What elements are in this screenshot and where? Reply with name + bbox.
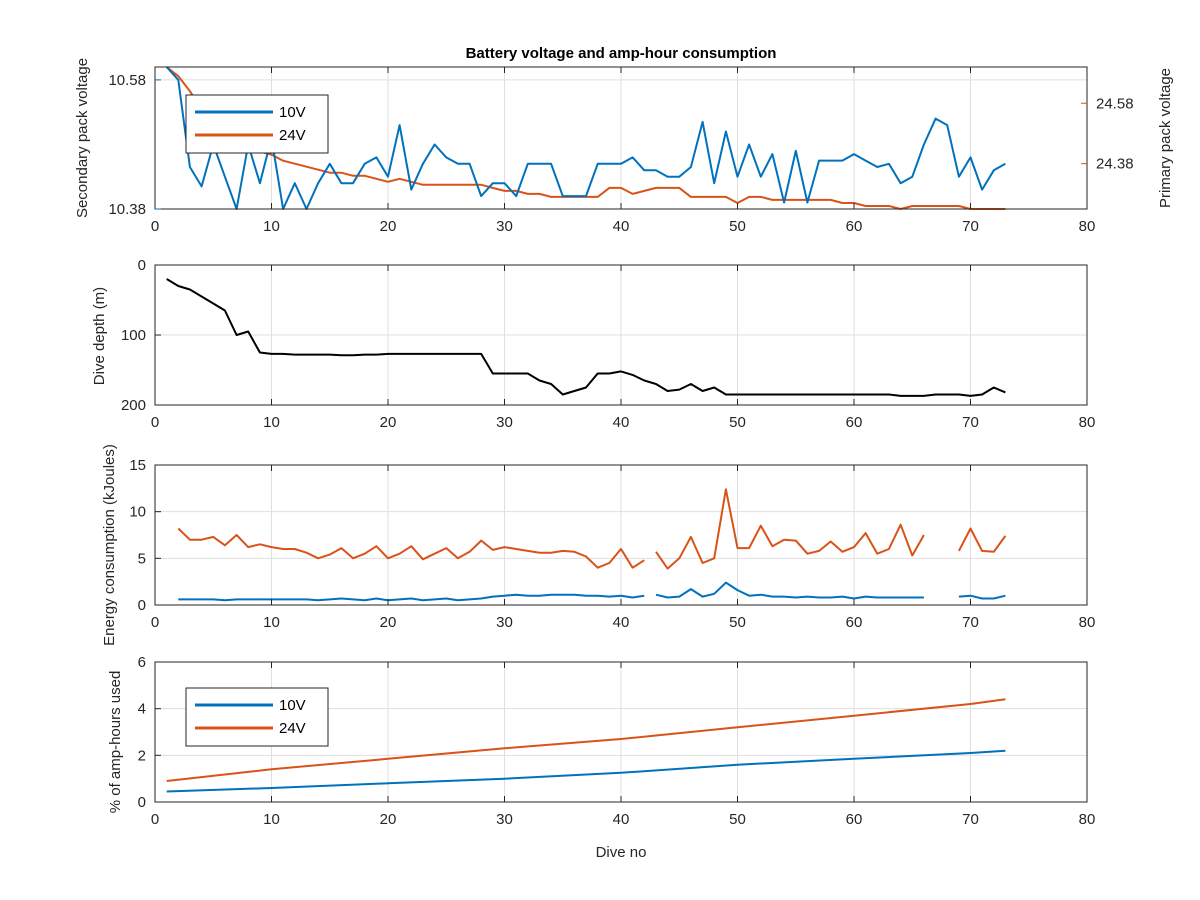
x-tick-label: 30 [496,614,513,631]
x-tick-label: 80 [1079,414,1096,431]
chart-title: Battery voltage and amp-hour consumption [466,45,777,62]
x-tick-label: 20 [380,218,397,235]
y-tick-label: 24.58 [1096,95,1134,112]
x-tick-label: 70 [962,614,979,631]
y-tick-label: 200 [121,397,146,414]
x-tick-label: 60 [846,218,863,235]
x-tick-label: 40 [613,414,630,431]
x-tick-label: 80 [1079,614,1096,631]
x-tick-label: 20 [380,811,397,828]
x-tick-label: 80 [1079,218,1096,235]
x-tick-label: 50 [729,218,746,235]
x-tick-label: 70 [962,811,979,828]
x-tick-label: 0 [151,414,159,431]
y-tick-label: 5 [138,550,146,567]
legend-label-24v: 24V [279,720,306,737]
series-line-10v [166,749,1006,793]
series-line-depth [166,278,1006,397]
series-line-24v [166,698,1006,782]
x-tick-label: 60 [846,811,863,828]
x-tick-label: 0 [151,218,159,235]
x-tick-label: 30 [496,811,513,828]
x-tick-label: 70 [962,414,979,431]
y-tick-label: 0 [138,257,146,274]
panel-energy: 0 10 20 30 40 50 60 70 80 0 5 10 15 Energy consumptio… [101,444,1095,646]
legend-label-24v: 24V [279,127,306,144]
y-tick-label: 6 [138,654,146,671]
x-tick-label: 10 [263,414,280,431]
x-tick-label: 0 [151,811,159,828]
legend-label-10v: 10V [279,104,306,121]
x-tick-label: 20 [380,614,397,631]
y-tick-label: 2 [138,747,146,764]
x-tick-label: 70 [962,218,979,235]
panel-voltage: 0 10 20 30 40 50 60 70 80 10.38 10.58 24.38 24.58 Bat… [74,45,1174,235]
x-tick-label: 10 [263,614,280,631]
x-tick-label: 80 [1079,811,1096,828]
x-tick-label: 40 [613,614,630,631]
panel-amphours: 0 10 20 30 40 50 60 70 80 0 2 4 6 % of amp-hours used… [107,654,1095,861]
y-axis-label: % of amp-hours used [107,671,124,814]
x-tick-label: 60 [846,614,863,631]
x-tick-label: 0 [151,614,159,631]
y-tick-label: 10 [129,504,146,521]
x-tick-label: 50 [729,811,746,828]
legend-box [185,94,329,154]
x-tick-label: 50 [729,414,746,431]
x-tick-label: 40 [613,218,630,235]
x-tick-label: 10 [263,218,280,235]
y-axis-label: Energy consumption (kJoules) [101,444,118,646]
series-line-10v [178,581,1006,602]
y-tick-label: 24.38 [1096,156,1134,173]
panel-depth: 0 10 20 30 40 50 60 70 80 0 100 200 Dive depth (m) [91,257,1095,431]
x-tick-label: 40 [613,811,630,828]
y-tick-label: 100 [121,327,146,344]
y-tick-label: 10.38 [108,201,146,218]
series-line-24v [177,488,1007,570]
y-axis-label: Dive depth (m) [91,287,108,385]
y-axis-label-right: Primary pack voltage [1157,68,1174,208]
y-tick-label: 15 [129,457,146,474]
x-axis-label: Dive no [596,844,647,861]
x-tick-label: 20 [380,414,397,431]
y-tick-label: 10.58 [108,72,146,89]
legend-box [185,687,329,747]
y-tick-label: 0 [138,794,146,811]
y-tick-label: 0 [138,597,146,614]
x-tick-label: 60 [846,414,863,431]
x-tick-label: 10 [263,811,280,828]
y-tick-label: 4 [138,701,146,718]
y-axis-label-left: Secondary pack voltage [74,58,91,218]
legend-label-10v: 10V [279,697,306,714]
x-tick-label: 30 [496,414,513,431]
x-tick-label: 30 [496,218,513,235]
x-tick-label: 50 [729,614,746,631]
